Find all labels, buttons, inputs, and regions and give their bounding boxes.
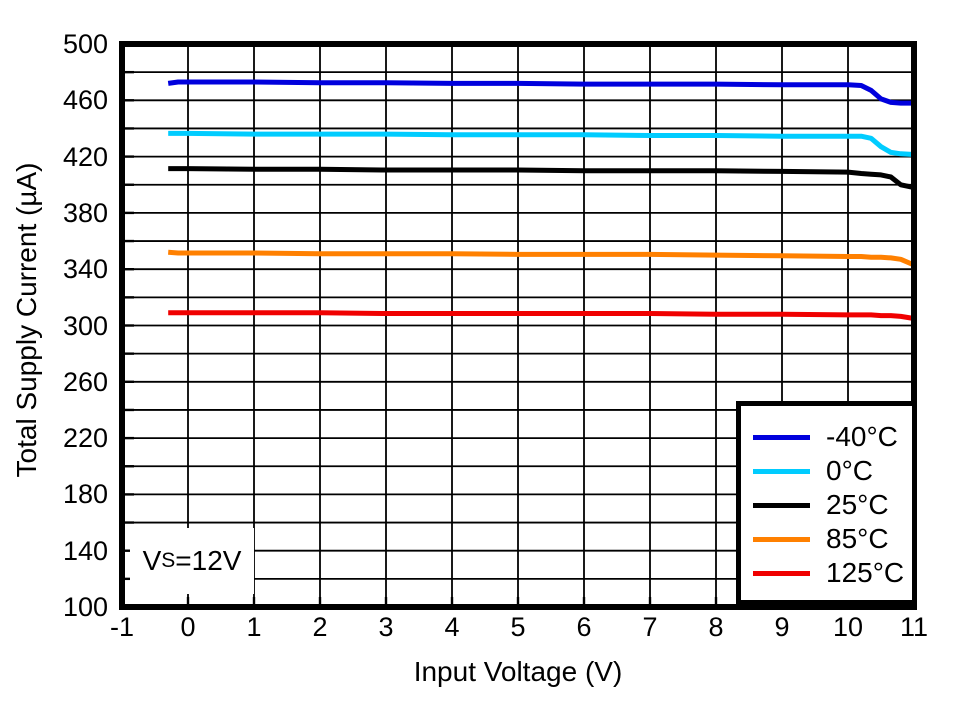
y-tick-label: 460 [62, 85, 108, 116]
legend-line-swatch-icon [753, 502, 810, 508]
legend-entry: 25°C [753, 488, 912, 522]
x-tick-label: 5 [510, 612, 526, 642]
x-tick-label: 4 [444, 612, 460, 642]
y-tick-label: 340 [62, 254, 108, 285]
legend-line-swatch-icon [753, 468, 810, 474]
legend-label: 125°C [826, 557, 905, 588]
legend: -40°C 0°C 25°C 85°C 125°C [736, 401, 917, 605]
legend-entry: 125°C [753, 556, 912, 590]
y-tick-label: 180 [62, 479, 108, 510]
legend-label: -40°C [826, 421, 898, 452]
legend-entry: 85°C [753, 522, 912, 556]
x-tick-label: 2 [312, 612, 328, 642]
series-line-0°C [168, 130, 915, 157]
x-tick-label: 7 [642, 612, 658, 642]
series-line-125°C [168, 310, 915, 321]
y-tick-label: 500 [62, 29, 108, 59]
y-tick-label: 140 [62, 535, 108, 566]
x-tick-label: 9 [774, 612, 790, 642]
x-tick-label: -1 [109, 612, 134, 642]
legend-line-swatch-icon [753, 570, 810, 576]
series-line-85°C [168, 249, 915, 268]
y-tick-label: 260 [62, 366, 108, 397]
series-line--40°C [167, 79, 914, 106]
x-tick-label: 10 [832, 612, 864, 642]
legend-label: 25°C [826, 489, 889, 520]
y-tick-label: 220 [62, 423, 108, 454]
x-tick-label: 8 [708, 612, 724, 642]
annotation-suffix: =12V [175, 545, 242, 576]
x-tick-label: 11 [899, 612, 929, 642]
legend-entry: -40°C [753, 420, 912, 454]
x-tick-label: 6 [576, 612, 592, 642]
y-tick-label: 300 [62, 310, 108, 341]
y-tick-label: 100 [62, 592, 108, 622]
y-tick-label: 420 [62, 141, 108, 172]
legend-label: 85°C [826, 523, 889, 554]
y-tick-label: 380 [62, 197, 108, 228]
series-line-25°C [168, 166, 915, 191]
legend-line-swatch-icon [753, 434, 810, 440]
plot-border [119, 41, 917, 610]
x-tick-label: 3 [378, 612, 394, 642]
x-tick-label: 0 [180, 612, 196, 642]
legend-entry: 0°C [753, 454, 912, 488]
x-tick-label: 1 [246, 612, 262, 642]
annotation-prefix: V [142, 545, 162, 576]
legend-label: 0°C [826, 455, 873, 486]
y-axis-title: Total Supply Current (µA) [11, 162, 42, 478]
x-axis-title: Input Voltage (V) [413, 656, 623, 687]
vs-annotation: V S =12V [130, 528, 254, 594]
legend-line-swatch-icon [753, 536, 810, 542]
